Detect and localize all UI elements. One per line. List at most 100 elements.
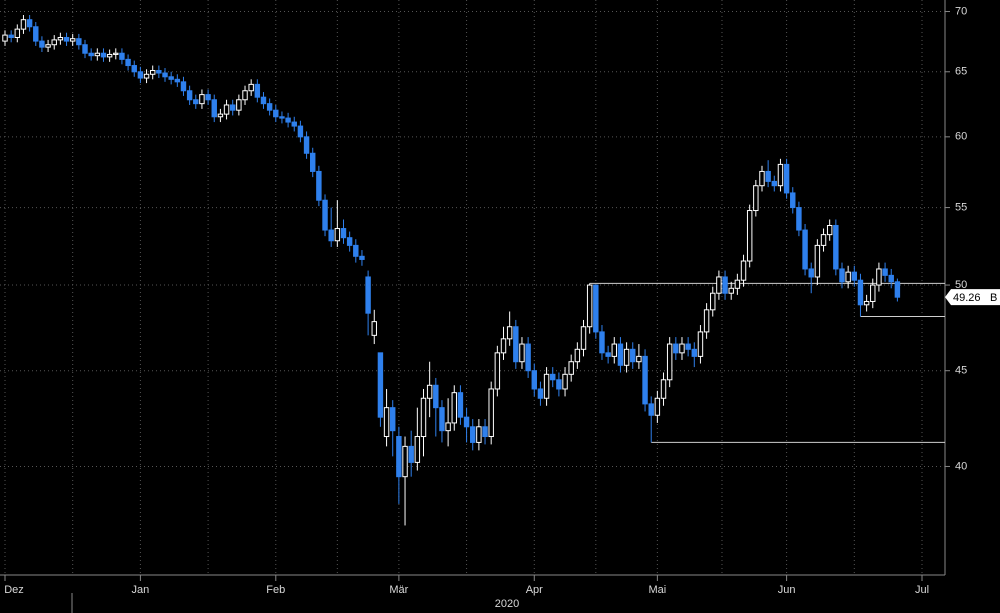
- candle-body: [236, 99, 242, 111]
- candle-body: [408, 445, 414, 463]
- x-tick-label: Jul: [915, 584, 929, 596]
- candle-body: [703, 309, 710, 333]
- y-tick-label: 45: [955, 365, 967, 377]
- candle-body: [303, 136, 310, 154]
- candle-body: [426, 384, 433, 399]
- candle-body: [617, 343, 624, 366]
- y-tick-label: 40: [955, 460, 967, 472]
- candle-body: [543, 373, 550, 399]
- candle-body: [223, 104, 230, 115]
- candle-body: [734, 279, 741, 289]
- candle-body: [322, 199, 328, 231]
- candle-body: [673, 343, 679, 354]
- candle-body: [537, 388, 544, 399]
- candle-body: [260, 96, 267, 105]
- candle-body: [340, 228, 347, 239]
- candle-body: [506, 326, 513, 340]
- candle-body: [420, 397, 427, 438]
- candle-body: [550, 373, 556, 381]
- candle-body: [876, 268, 882, 286]
- candle-body: [328, 229, 334, 242]
- x-tick-label: Mär: [389, 584, 408, 596]
- candle-body: [396, 436, 402, 478]
- y-tick-label: 50: [955, 279, 967, 291]
- candle-body: [568, 361, 574, 375]
- candle-body: [82, 44, 88, 54]
- candle-body: [365, 276, 371, 314]
- candle-body: [414, 436, 421, 463]
- candle-body: [106, 53, 113, 58]
- candle-body: [359, 255, 365, 260]
- candle-body: [623, 348, 630, 366]
- candle-body: [248, 83, 254, 92]
- candle-body: [371, 321, 377, 336]
- candle-body: [525, 343, 531, 372]
- candle-body: [513, 326, 519, 363]
- candle-body: [746, 210, 753, 262]
- candle-body: [242, 90, 248, 101]
- candle-body: [51, 39, 57, 46]
- price-tag-suffix: B: [990, 292, 997, 304]
- candle-body: [131, 65, 137, 73]
- candle-body: [783, 163, 790, 194]
- candle-body: [722, 276, 728, 294]
- candle-body: [266, 103, 273, 111]
- candle-body: [451, 392, 457, 424]
- candle-body: [470, 426, 476, 443]
- candle-body: [820, 234, 827, 246]
- candle-body: [482, 426, 488, 438]
- candle-body: [205, 94, 211, 101]
- candle-body: [826, 225, 833, 236]
- y-tick-label: 55: [955, 201, 967, 213]
- price-tag: 49.26: [953, 292, 981, 304]
- candle-body: [229, 104, 236, 111]
- candle-body: [728, 287, 734, 294]
- candle-body: [168, 76, 174, 80]
- candle-body: [562, 373, 568, 390]
- candle-body: [857, 279, 864, 306]
- candle-body: [383, 407, 390, 438]
- candle-body: [353, 244, 359, 257]
- candle-body: [679, 343, 685, 354]
- x-tick-label: Jun: [778, 584, 796, 596]
- candle-body: [808, 268, 814, 278]
- candle-body: [574, 348, 581, 363]
- x-tick-label: Apr: [526, 584, 543, 596]
- candle-body: [94, 52, 101, 57]
- candle-body: [494, 352, 501, 390]
- candle-body: [402, 445, 408, 478]
- candle-body: [796, 207, 802, 231]
- candle-body: [100, 52, 107, 58]
- candle-body: [488, 388, 494, 438]
- candle-body: [156, 70, 162, 74]
- candle-body: [648, 403, 654, 416]
- candle-body: [599, 331, 605, 354]
- candle-body: [180, 81, 187, 92]
- candle-body: [193, 99, 199, 105]
- candle-body: [833, 225, 839, 270]
- candle-body: [39, 40, 45, 48]
- candle-body: [273, 109, 279, 118]
- candle-body: [593, 284, 599, 333]
- candle-body: [660, 379, 667, 399]
- candle-body: [870, 284, 876, 302]
- year-label: 2020: [495, 598, 519, 610]
- candle-body: [316, 170, 322, 201]
- candle-body: [666, 343, 673, 381]
- candle-body: [765, 170, 771, 182]
- candle-body: [285, 117, 291, 123]
- candle-body: [716, 276, 722, 294]
- candle-body: [463, 416, 470, 428]
- candle-body: [186, 90, 193, 101]
- candle-body: [531, 370, 537, 390]
- candle-body: [334, 228, 341, 242]
- candle-body: [740, 260, 747, 281]
- candle-body: [445, 422, 451, 432]
- x-tick-label: Dez: [4, 584, 24, 596]
- candle-body: [753, 185, 759, 212]
- candle-body: [790, 192, 796, 209]
- price-tag-bg: [945, 289, 1000, 306]
- candle-body: [162, 72, 168, 78]
- candle-body: [636, 355, 642, 363]
